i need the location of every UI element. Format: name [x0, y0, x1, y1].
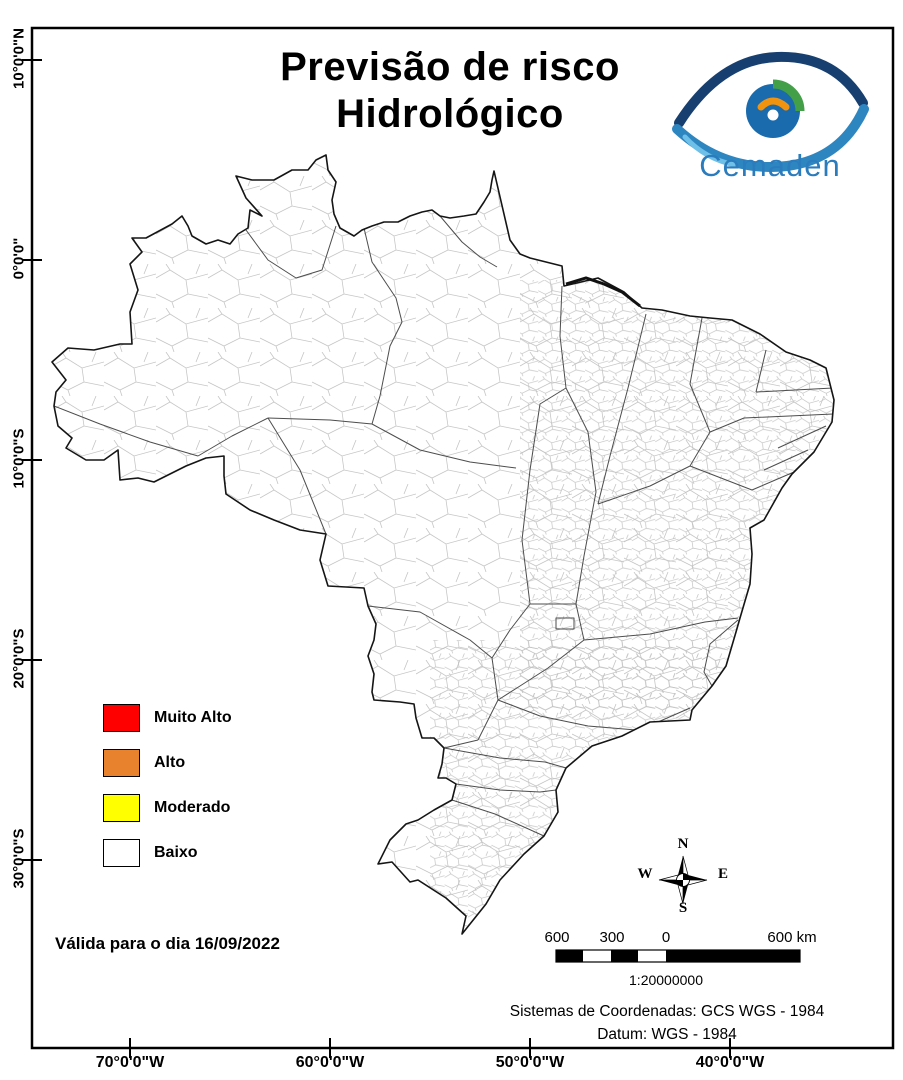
legend-label: Alto [154, 754, 186, 771]
compass-label-s: S [678, 900, 688, 916]
legend-label: Moderado [154, 799, 231, 816]
scale-bar [555, 949, 801, 963]
dense-coast-detail [565, 276, 641, 308]
legend-item: Moderado [103, 794, 230, 822]
cemaden-logo-wordmark: Cemaden [699, 148, 841, 183]
cemaden-logo-icon [672, 51, 869, 172]
legend-label: Baixo [154, 844, 198, 861]
compass-label-e: E [717, 866, 728, 882]
legend-label: Muito Alto [154, 709, 232, 726]
graticule-ticks [22, 59, 731, 1058]
validity-note: Válida para o dia 16/09/2022 [55, 934, 280, 953]
lat-label-30s: 30°0'0"S [10, 828, 28, 889]
lat-label-20s: 20°0'0"S [10, 628, 28, 689]
legend-swatch-moderado [103, 794, 140, 822]
lon-label-60w: 60°0'0"W [295, 1054, 365, 1071]
scale-label-600km: 600 km [767, 929, 817, 946]
page-title-line1: Previsão de risco [280, 45, 620, 89]
lon-label-70w: 70°0'0"W [95, 1054, 165, 1071]
map-frame [30, 26, 895, 1050]
compass-label-n: N [677, 836, 689, 852]
compass-label-w: W [637, 866, 653, 882]
legend-item: Alto [103, 749, 185, 777]
legend-item: Muito Alto [103, 704, 232, 732]
country-outline [51, 154, 835, 935]
brazil-map [51, 154, 835, 935]
legend-swatch-alto [103, 749, 140, 777]
coordinate-system-line: Sistemas de Coordenadas: GCS WGS - 1984 [509, 1003, 825, 1020]
lat-label-10n: 10°0'0"N [10, 28, 28, 89]
page-title: Previsão de risco Hidrológico [170, 44, 730, 138]
compass-rose-icon [658, 855, 708, 905]
lon-label-40w: 40°0'0"W [695, 1054, 765, 1071]
lon-label-50w: 50°0'0"W [495, 1054, 565, 1071]
legend-item: Baixo [103, 839, 198, 867]
coordinate-system-note: Sistemas de Coordenadas: GCS WGS - 1984 … [442, 1000, 892, 1047]
page-title-line2: Hidrológico [336, 92, 564, 137]
state-boundaries [53, 215, 834, 837]
scale-label-300: 300 [599, 929, 625, 946]
datum-line: Datum: WGS - 1984 [597, 1026, 737, 1044]
scale-label-600-left: 600 [544, 929, 570, 946]
lat-label-10s: 10°0'0"S [10, 428, 28, 489]
lat-label-0: 0°0'0" [10, 237, 28, 280]
legend-swatch-muito-alto [103, 704, 140, 732]
scale-ratio: 1:20000000 [629, 972, 703, 988]
scale-label-0: 0 [661, 929, 671, 946]
legend-swatch-baixo [103, 839, 140, 867]
